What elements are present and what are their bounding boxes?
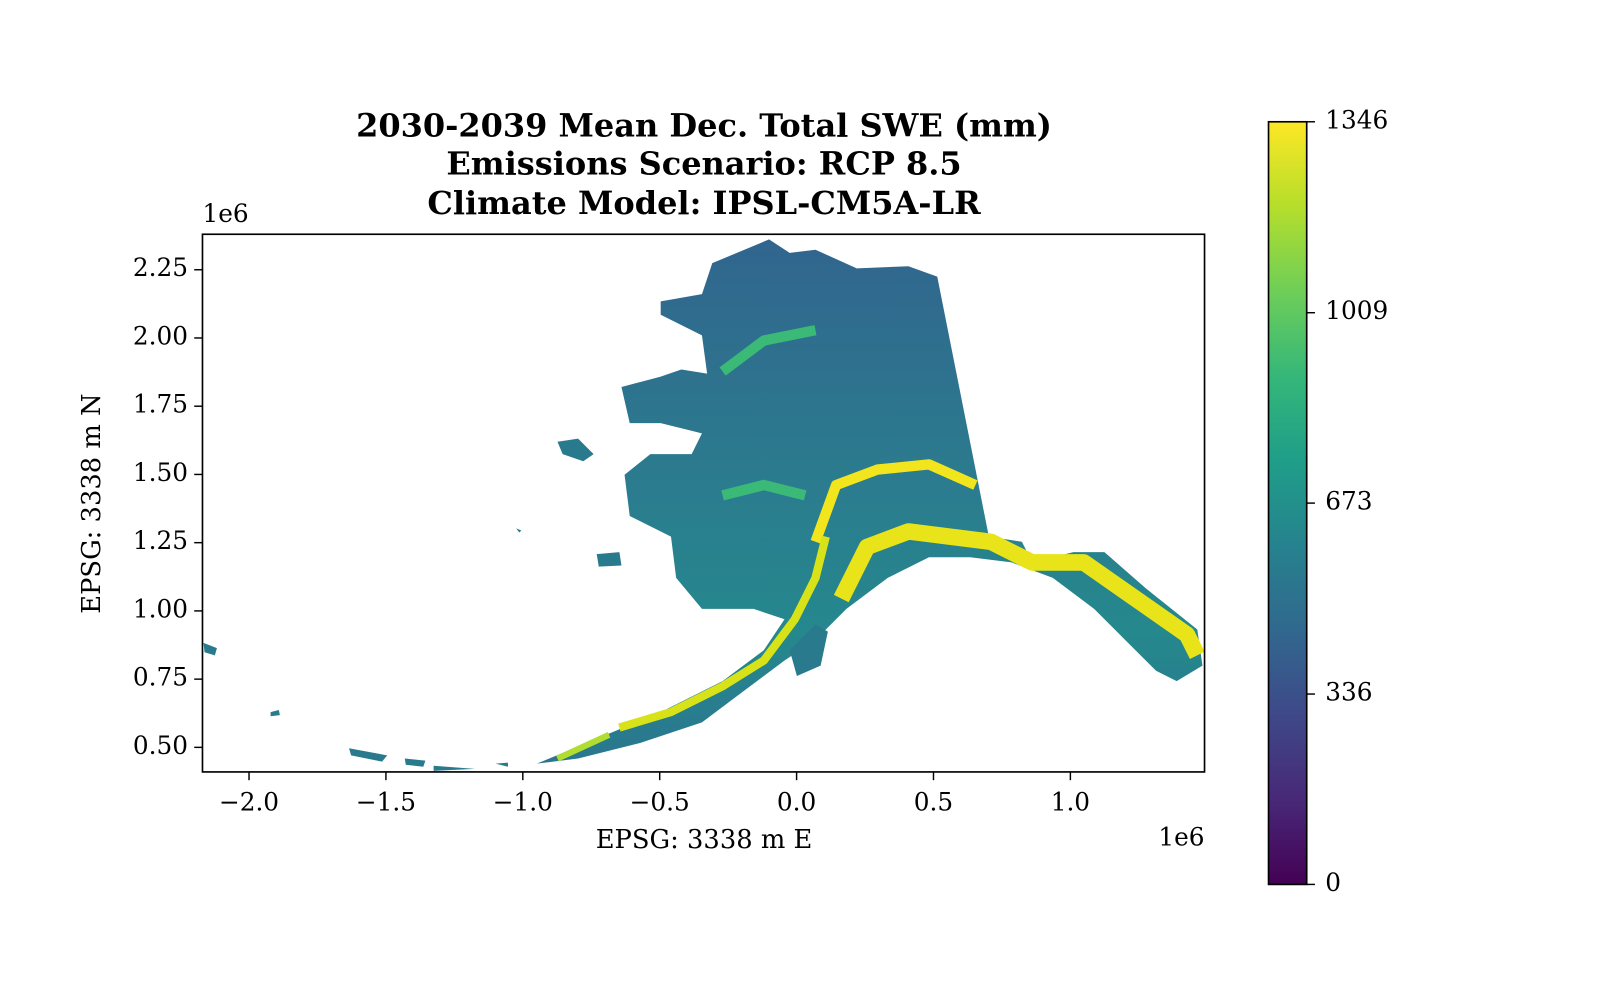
colorbar — [1267, 120, 1308, 886]
x-tick-label: −1.0 — [493, 787, 553, 816]
y-offset-label: 1e6 — [202, 199, 248, 228]
y-tick-label: 2.25 — [133, 253, 188, 282]
coastal-snow — [618, 535, 830, 732]
x-tick-label: −2.0 — [219, 787, 279, 816]
x-tick-label: −1.5 — [356, 787, 416, 816]
y-tick-label: 1.75 — [133, 390, 188, 419]
coastal-snow — [810, 459, 978, 544]
colorbar-tick-label: 0 — [1325, 868, 1341, 897]
y-tick-label: 0.75 — [133, 663, 188, 692]
colorbar-tick-label: 673 — [1325, 487, 1372, 516]
title-line: Emissions Scenario: RCP 8.5 — [446, 145, 961, 183]
colorbar-tick-label: 336 — [1325, 678, 1372, 707]
peninsula-snow — [556, 731, 611, 762]
x-tick-label: −0.5 — [630, 787, 690, 816]
x-tick-label: 1.0 — [1051, 787, 1090, 816]
map-raster — [203, 239, 1205, 771]
axes-frame — [201, 233, 1206, 773]
mountain-snow — [719, 325, 817, 501]
island — [203, 528, 522, 771]
title-line: 2030-2039 Mean Dec. Total SWE (mm) — [356, 106, 1052, 144]
y-tick-label: 0.50 — [133, 731, 188, 760]
coastal-snow — [833, 523, 1205, 660]
y-tick-label: 2.00 — [133, 321, 188, 350]
x-axis-label: EPSG: 3338 m E — [596, 825, 813, 855]
y-tick-label: 1.50 — [133, 458, 188, 487]
y-tick-label: 1.25 — [133, 526, 188, 555]
y-tick-label: 1.00 — [133, 594, 188, 623]
title-line: Climate Model: IPSL-CM5A-LR — [427, 184, 981, 222]
y-axis-label: EPSG: 3338 m N — [77, 393, 107, 613]
x-offset-label: 1e6 — [1158, 823, 1204, 852]
x-tick-label: 0.0 — [777, 787, 816, 816]
x-tick-label: 0.5 — [914, 787, 953, 816]
island — [557, 438, 828, 676]
colorbar-tick-label: 1346 — [1325, 105, 1388, 134]
colorbar-tick-label: 1009 — [1325, 296, 1388, 325]
mainland — [536, 239, 1203, 764]
